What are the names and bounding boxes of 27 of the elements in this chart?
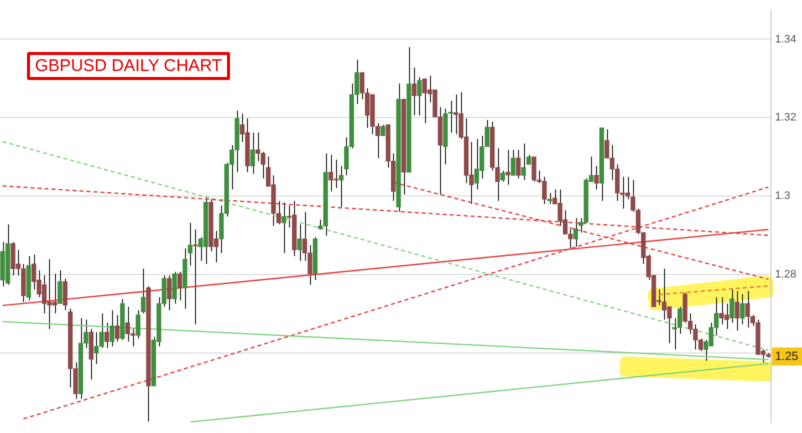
candlestick (114, 314, 120, 342)
candlestick (380, 124, 386, 136)
y-tick-label: 1.32 (775, 112, 796, 124)
candlestick (250, 132, 255, 174)
candlestick (282, 202, 286, 254)
candlestick (104, 322, 110, 348)
candlestick (166, 274, 172, 311)
candlestick (516, 149, 521, 179)
candlestick (338, 165, 344, 208)
candlestick (510, 149, 516, 176)
candlestick (594, 165, 599, 190)
text: GBPUSD DAILY CHART (27, 52, 230, 80)
candlestick (412, 66, 416, 116)
candlestick (188, 222, 192, 266)
candlestick (177, 271, 182, 301)
candlestick (140, 268, 146, 314)
candlestick (417, 76, 422, 116)
candlestick (506, 149, 510, 186)
candlestick (734, 290, 740, 332)
candlestick (740, 294, 745, 325)
candlestick (297, 224, 302, 262)
annotation: 1.25 (775, 348, 799, 363)
y-tick-label: 1.34 (775, 33, 796, 46)
y-tick-label: 1.28 (775, 268, 796, 281)
y-tick-label: 1.3 (775, 190, 790, 202)
candlestick (110, 310, 114, 347)
candlestick (500, 170, 506, 182)
